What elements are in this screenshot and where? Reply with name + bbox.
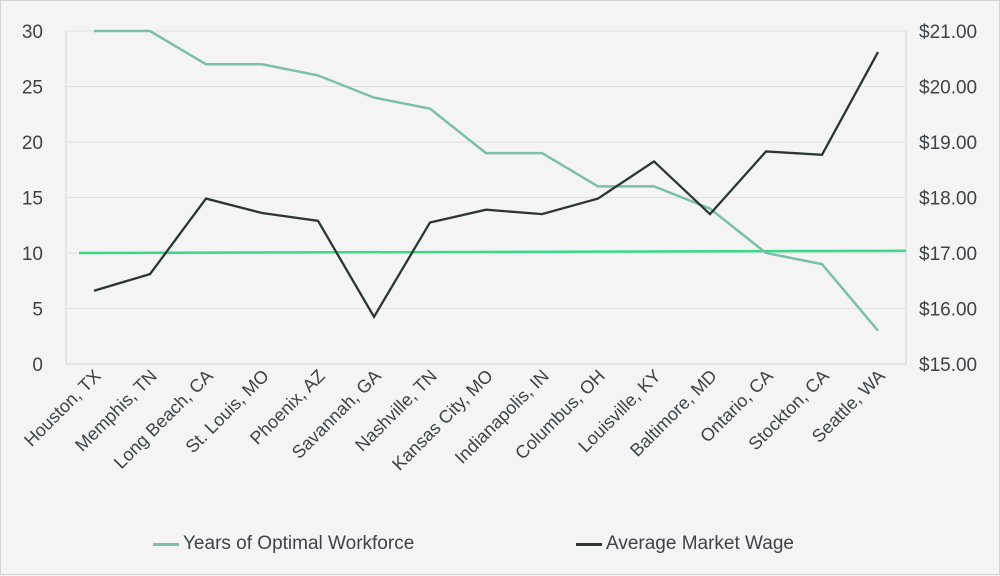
y-left-tick-label: 30 (22, 22, 43, 43)
x-tick-label: Long Beach, CA (110, 366, 217, 473)
y-left-tick-label: 15 (22, 189, 43, 210)
y-left-tick-label: 25 (22, 78, 43, 99)
legend-swatch-wage (576, 542, 602, 546)
y-right-tick-label: $16.00 (919, 300, 977, 321)
series-years-line (94, 29, 879, 332)
legend: Years of Optimal Workforce Average Marke… (1, 533, 1000, 563)
y-left-tick-label: 0 (32, 355, 43, 376)
y-left-tick-label: 10 (22, 244, 43, 265)
legend-label-years: Years of Optimal Workforce (183, 533, 415, 554)
y-right-tick-label: $20.00 (919, 78, 977, 99)
x-tick-label: Kansas City, MO (388, 366, 497, 475)
legend-item-wage: Average Market Wage (576, 533, 794, 555)
y-right-tick-label: $18.00 (919, 189, 977, 210)
y-left-tick-label: 5 (32, 300, 43, 321)
y-right-tick-label: $19.00 (919, 133, 977, 154)
reference-line (78, 249, 907, 255)
legend-swatch-years (153, 542, 179, 546)
series-wage-line (93, 51, 880, 320)
legend-item-years: Years of Optimal Workforce (153, 533, 414, 555)
y-left-tick-label: 20 (22, 133, 43, 154)
y-right-tick-label: $17.00 (919, 244, 977, 265)
legend-label-wage: Average Market Wage (606, 533, 794, 554)
y-right-tick-label: $15.00 (919, 355, 977, 376)
y-right-tick-label: $21.00 (919, 22, 977, 43)
